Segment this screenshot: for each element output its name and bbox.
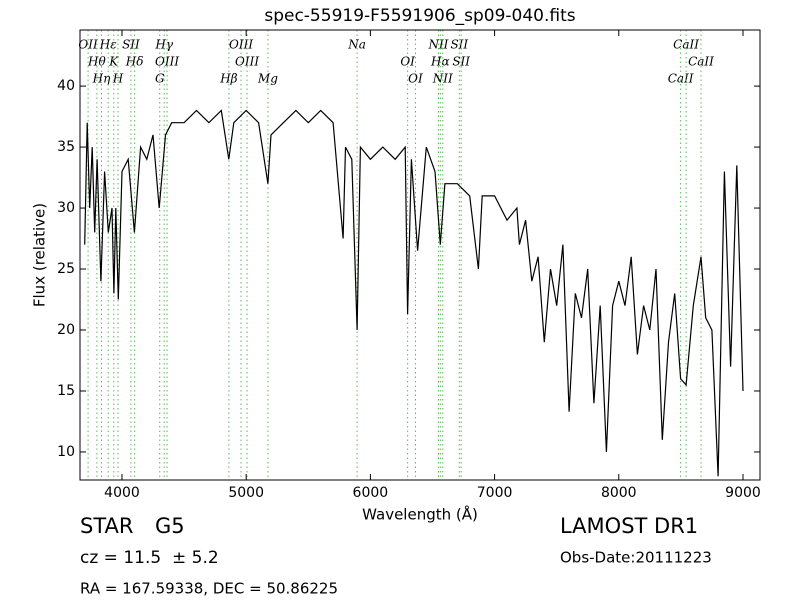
spectrum-line [84,109,744,477]
spectral-line-label: OIII [235,55,259,69]
spectral-line-label: H [112,72,124,86]
redshift: cz = 11.5 ± 5.2 [80,548,219,568]
subclass: G5 [155,514,185,538]
spectral-line-label: Hδ [125,55,144,69]
y-tick-label: 10 [57,444,75,460]
x-tick-label: 9000 [725,485,761,501]
y-tick-label: 15 [57,383,75,399]
y-axis-label: Flux (relative) [31,203,49,307]
spectral-line-label: NII [427,38,448,52]
spectral-line-label: Hγ [154,38,173,52]
spectral-line-label: OIII [155,55,179,69]
spectral-line-label: Hε [99,38,117,52]
x-tick-label: 6000 [353,485,389,501]
spectral-line-label: Na [347,38,366,52]
y-tick-label: 40 [57,78,75,94]
x-tick-label: 4000 [104,485,140,501]
spectral-line-label: G [155,72,165,86]
spectral-line-label: Hβ [219,72,237,86]
spectral-line-label: OI [400,55,415,69]
y-tick-label: 35 [57,139,75,155]
x-tick-label: 5000 [228,485,264,501]
coordinates: RA = 167.59338, DEC = 50.86225 [80,580,338,598]
y-tick-label: 30 [57,200,75,216]
x-axis-label: Wavelength (Å) [362,505,478,524]
object-class: STAR [80,514,133,538]
survey: LAMOST DR1 [560,514,698,538]
x-tick-label: 8000 [601,485,637,501]
spectral-line-label: OII [78,38,98,52]
spectral-line-label: Hη [92,72,111,86]
spectral-line-label: SII [122,38,140,52]
spectral-line-label: SII [452,55,470,69]
obs-date: Obs-Date:20111223 [560,549,712,567]
spectral-line-label: SII [450,38,468,52]
spectral-line-label: Mg [257,72,278,86]
x-tick-label: 7000 [477,485,513,501]
spectral-line-label: NII [432,72,453,86]
plot-frame [79,29,761,481]
chart-title: spec-55919-F5591906_sp09-040.fits [264,6,575,26]
y-tick-label: 25 [57,261,75,277]
spectral-line-label: OI [408,72,423,86]
spectral-line-label: Hα [430,55,450,69]
spectral-line-label: K [108,55,119,69]
spectral-line-label: Hθ [87,55,106,69]
spectral-line-label: CaII [673,38,699,52]
spectral-line-label: CaII [688,55,714,69]
y-tick-label: 20 [57,322,75,338]
spectral-line-label: CaII [668,72,694,86]
spectral-line-label: OIII [229,38,253,52]
